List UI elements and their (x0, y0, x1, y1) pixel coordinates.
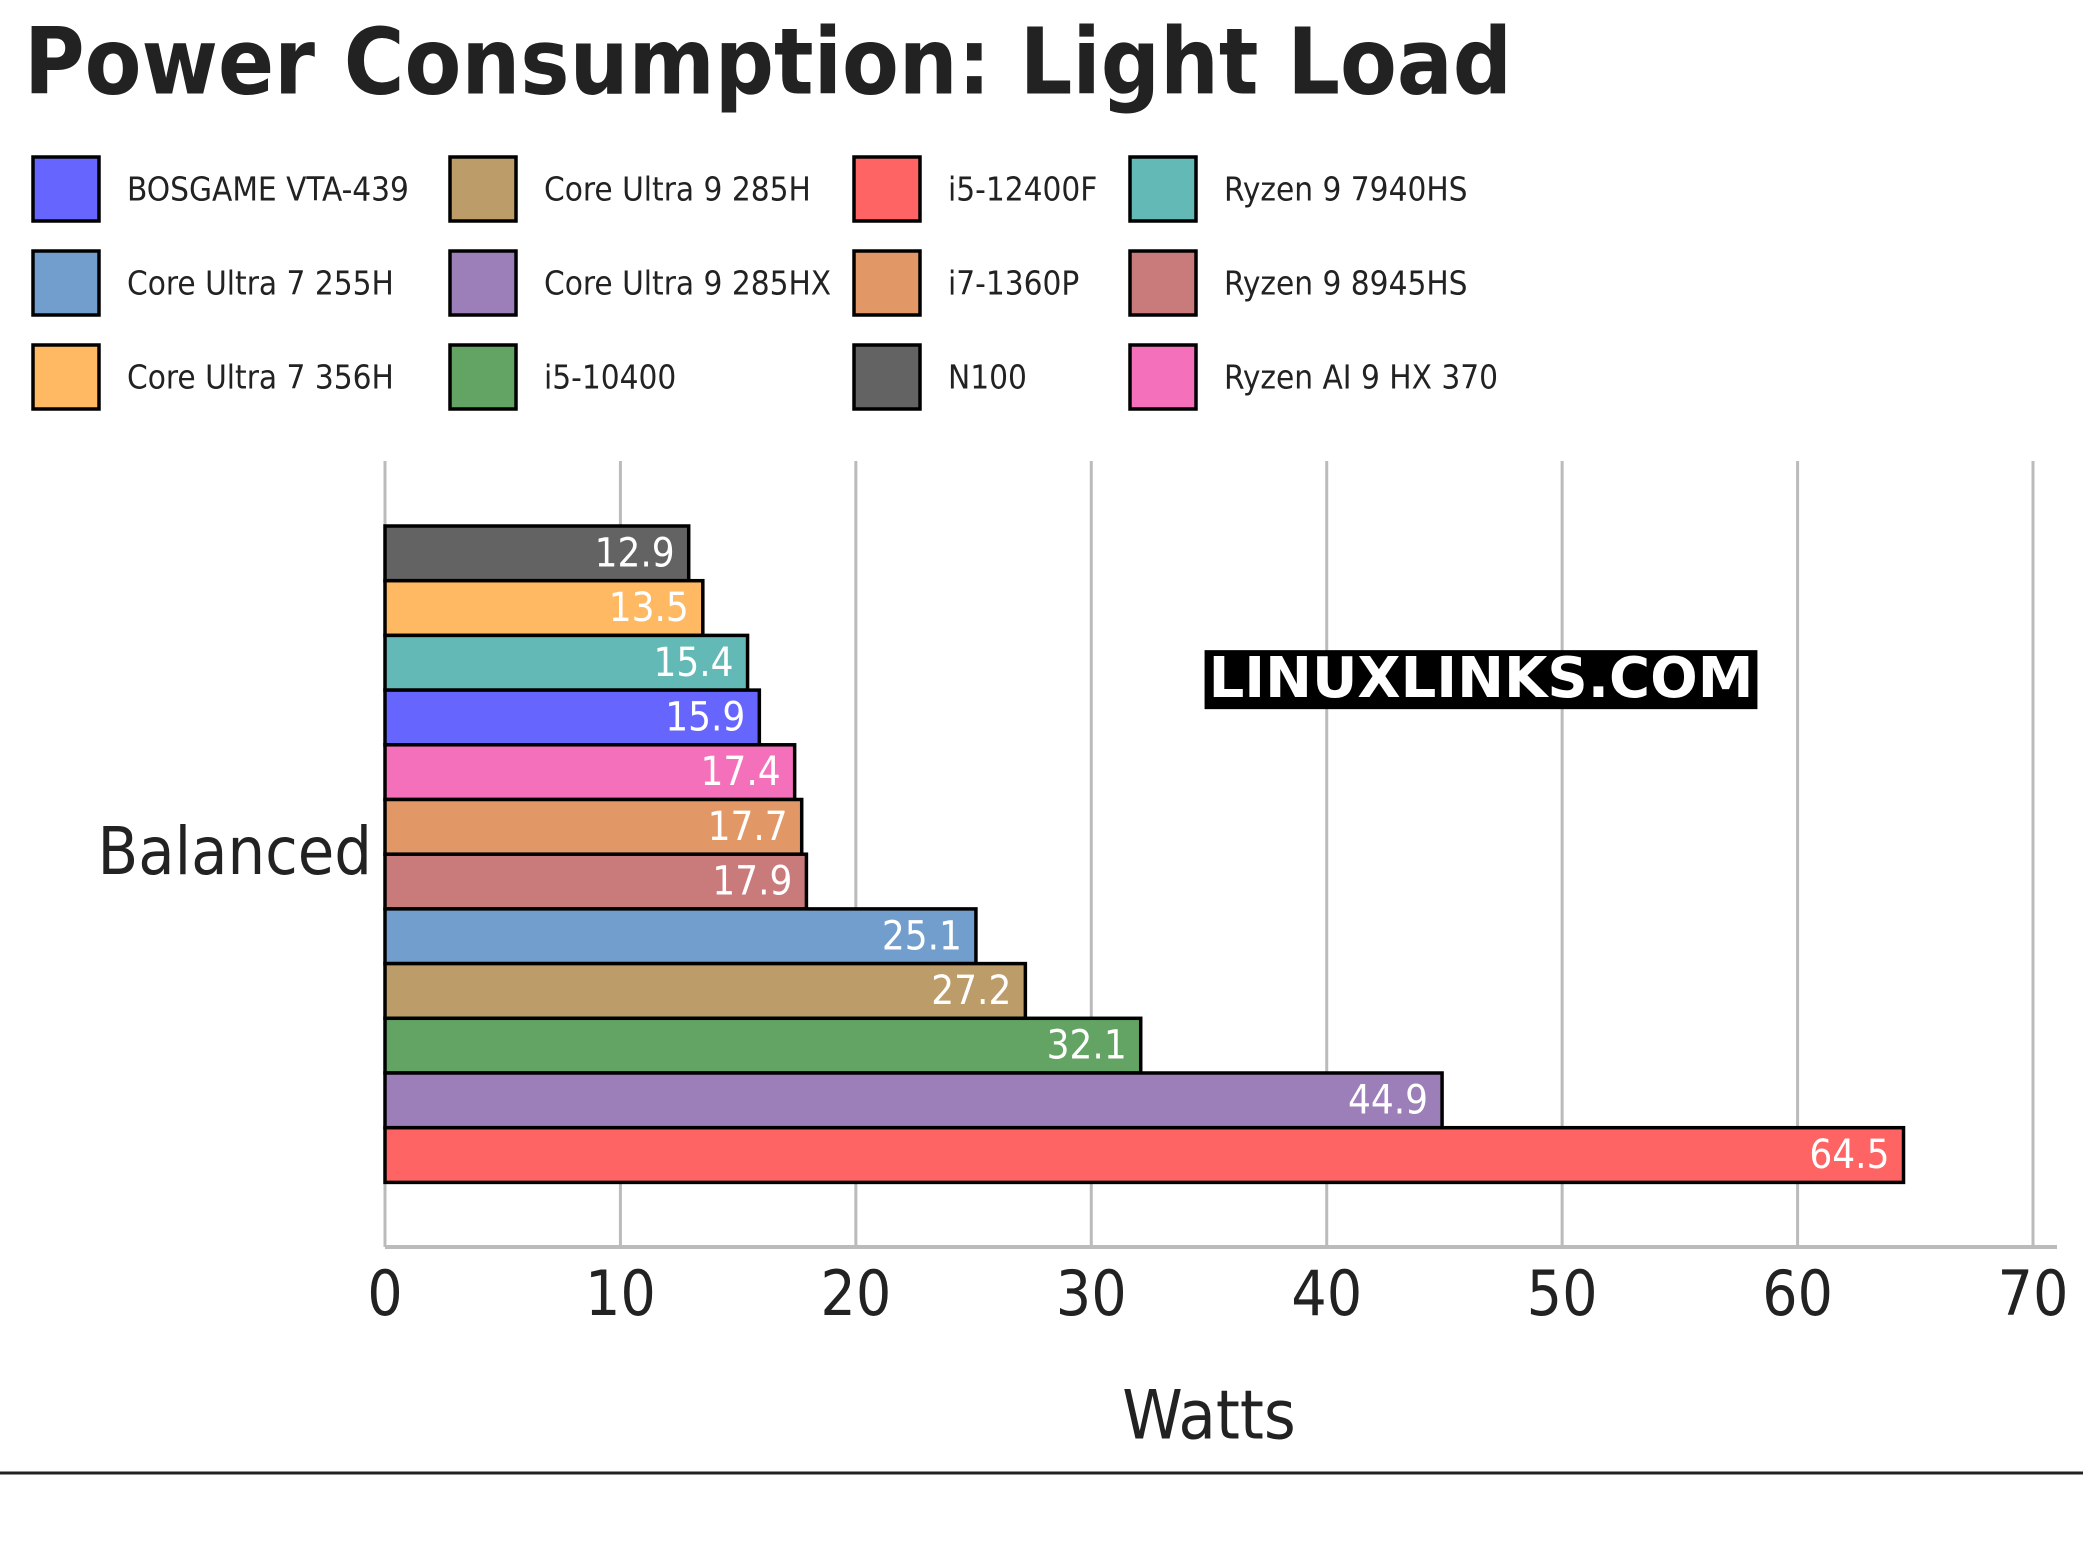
legend-swatch (448, 343, 518, 411)
legend-swatch (852, 249, 922, 317)
bar (383, 961, 1028, 1021)
legend-label: Core Ultra 7 356H (127, 358, 394, 397)
legend-label: Core Ultra 9 285H (544, 170, 811, 209)
legend-label: Ryzen 9 7940HS (1224, 170, 1468, 209)
x-tick-label: 0 (367, 1257, 402, 1330)
legend-swatch (1128, 343, 1198, 411)
bar (383, 1071, 1444, 1130)
data-label: 44.9 (1348, 1077, 1428, 1123)
x-tick-label: 40 (1291, 1257, 1362, 1330)
legend-label: Core Ultra 7 255H (127, 264, 394, 303)
data-label: 15.9 (665, 694, 745, 740)
legend-swatch (448, 249, 518, 317)
legend-swatch (1128, 155, 1198, 223)
bar (383, 524, 691, 583)
data-label: 17.7 (708, 804, 788, 850)
x-tick-label: 50 (1527, 1257, 1598, 1330)
data-label: 25.1 (882, 913, 962, 959)
legend-label: Core Ultra 9 285HX (544, 264, 831, 303)
bar (383, 852, 809, 911)
legend-swatch (1128, 249, 1198, 317)
bar (383, 797, 804, 856)
legend-swatch (852, 155, 922, 223)
legend-swatch (31, 155, 101, 223)
data-label: 17.9 (712, 859, 792, 905)
data-label: 32.1 (1047, 1023, 1127, 1069)
data-label: 12.9 (595, 530, 675, 576)
legend-swatch (31, 343, 101, 411)
legend-label: Ryzen AI 9 HX 370 (1224, 358, 1498, 397)
legend-label: Ryzen 9 8945HS (1224, 264, 1468, 303)
x-tick-label: 70 (1998, 1257, 2069, 1330)
legend-label: N100 (948, 358, 1027, 397)
bar (383, 1125, 1906, 1185)
legend-label: i5-10400 (544, 358, 676, 397)
legend-label: i5-12400F (948, 170, 1097, 209)
chart-title: Power Consumption: Light Load (24, 8, 1512, 115)
legend-label: BOSGAME VTA-439 (127, 170, 409, 209)
data-label: 15.4 (653, 640, 733, 686)
data-label: 64.5 (1809, 1132, 1889, 1178)
legend-swatch (31, 249, 101, 317)
x-tick-label: 30 (1056, 1257, 1127, 1330)
x-axis-label: Watts (1122, 1377, 1295, 1456)
legend-swatch (448, 155, 518, 223)
legend-swatch (852, 343, 922, 411)
data-label: 17.4 (701, 749, 781, 795)
x-tick-label: 60 (1762, 1257, 1833, 1330)
bar (383, 578, 705, 638)
data-label: 13.5 (609, 585, 689, 631)
watermark: LINUXLINKS.COM (1209, 646, 1754, 711)
data-label: 27.2 (931, 968, 1011, 1014)
bar (383, 1016, 1143, 1075)
legend-label: i7-1360P (948, 264, 1079, 303)
x-tick-label: 20 (820, 1257, 891, 1330)
bar (383, 688, 762, 747)
watermark-box (1204, 650, 1758, 710)
bar (383, 743, 797, 802)
x-tick-label: 10 (585, 1257, 656, 1330)
y-category-label: Balanced (97, 813, 372, 890)
